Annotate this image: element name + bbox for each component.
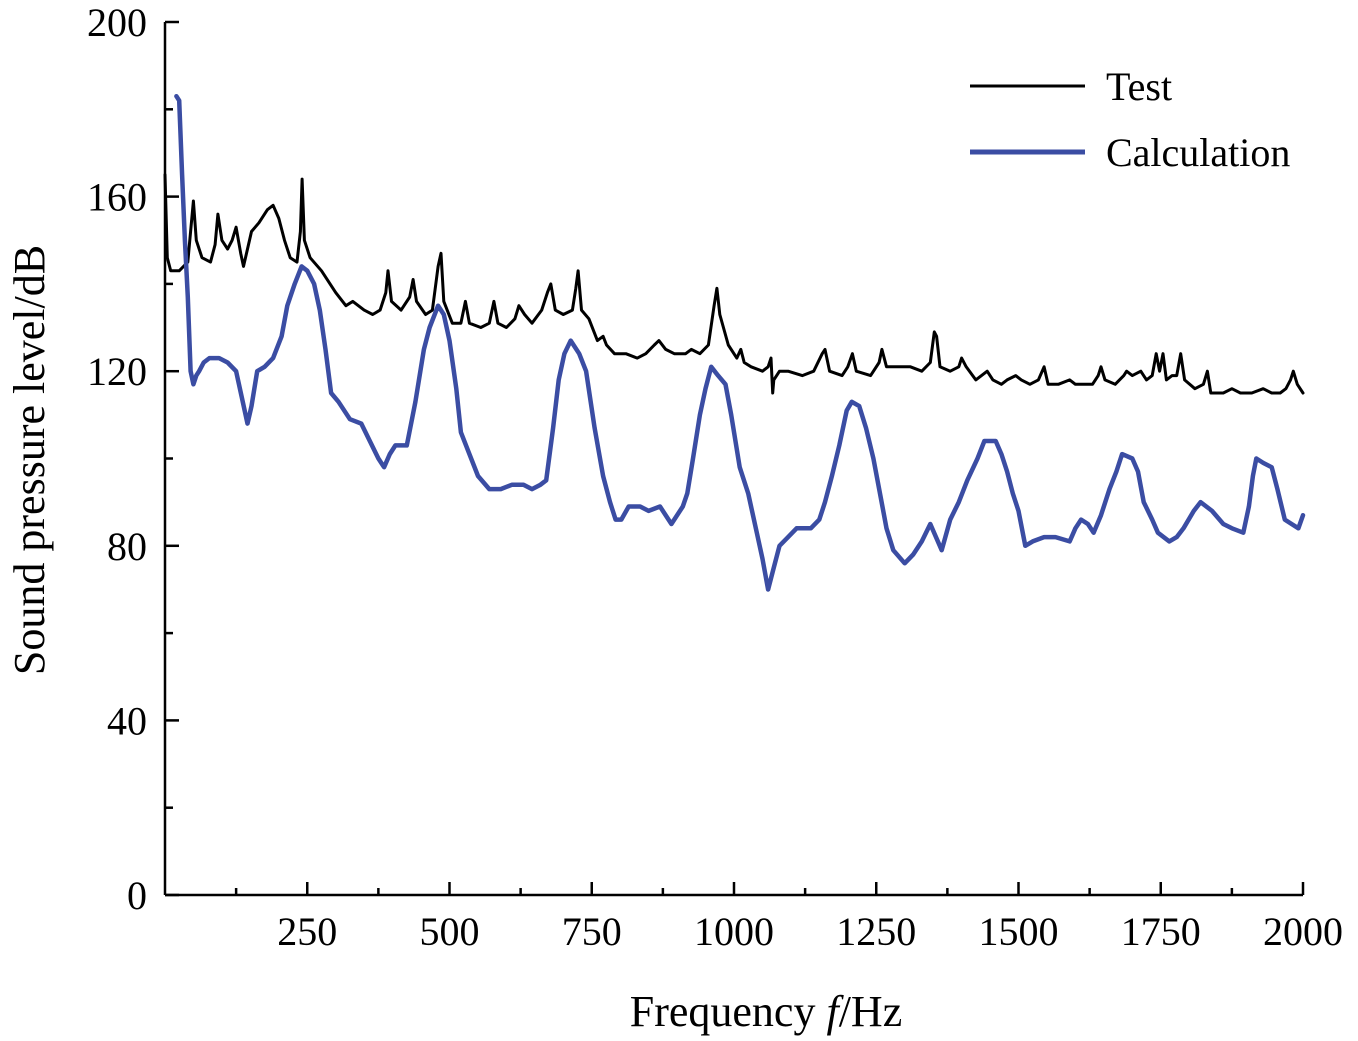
y-tick-label: 200 xyxy=(87,0,147,45)
y-tick-label: 0 xyxy=(127,873,147,918)
y-tick-label: 40 xyxy=(107,698,147,743)
legend-label-test: Test xyxy=(1106,64,1172,109)
y-axis-title: Sound pressure level/dB xyxy=(5,245,54,675)
axes: 250 500 750 1000 1250 1500 1750 2000 0 40 80 120 16… xyxy=(87,0,1343,954)
legend-label-calculation: Calculation xyxy=(1106,130,1290,175)
plot-area xyxy=(163,93,1306,592)
x-tick-label: 1000 xyxy=(694,909,774,954)
x-tick-label: 250 xyxy=(277,909,337,954)
x-ticks: 250 500 750 1000 1250 1500 1750 2000 xyxy=(234,882,1343,954)
x-tick-label: 1750 xyxy=(1121,909,1201,954)
y-tick-label: 120 xyxy=(87,349,147,394)
series-line-calculation xyxy=(174,93,1306,592)
x-axis-title: Frequency f/Hz xyxy=(630,987,902,1036)
x-tick-label: 1250 xyxy=(836,909,916,954)
y-tick-label: 160 xyxy=(87,175,147,220)
x-tick-label: 500 xyxy=(420,909,480,954)
x-tick-label: 2000 xyxy=(1263,909,1343,954)
y-tick-label: 80 xyxy=(107,524,147,569)
x-tick-label: 1500 xyxy=(979,909,1059,954)
series-line-test xyxy=(163,173,1305,395)
x-tick-label: 750 xyxy=(562,909,622,954)
y-ticks: 0 40 80 120 160 200 xyxy=(87,0,179,918)
legend: Test Calculation xyxy=(970,64,1290,175)
